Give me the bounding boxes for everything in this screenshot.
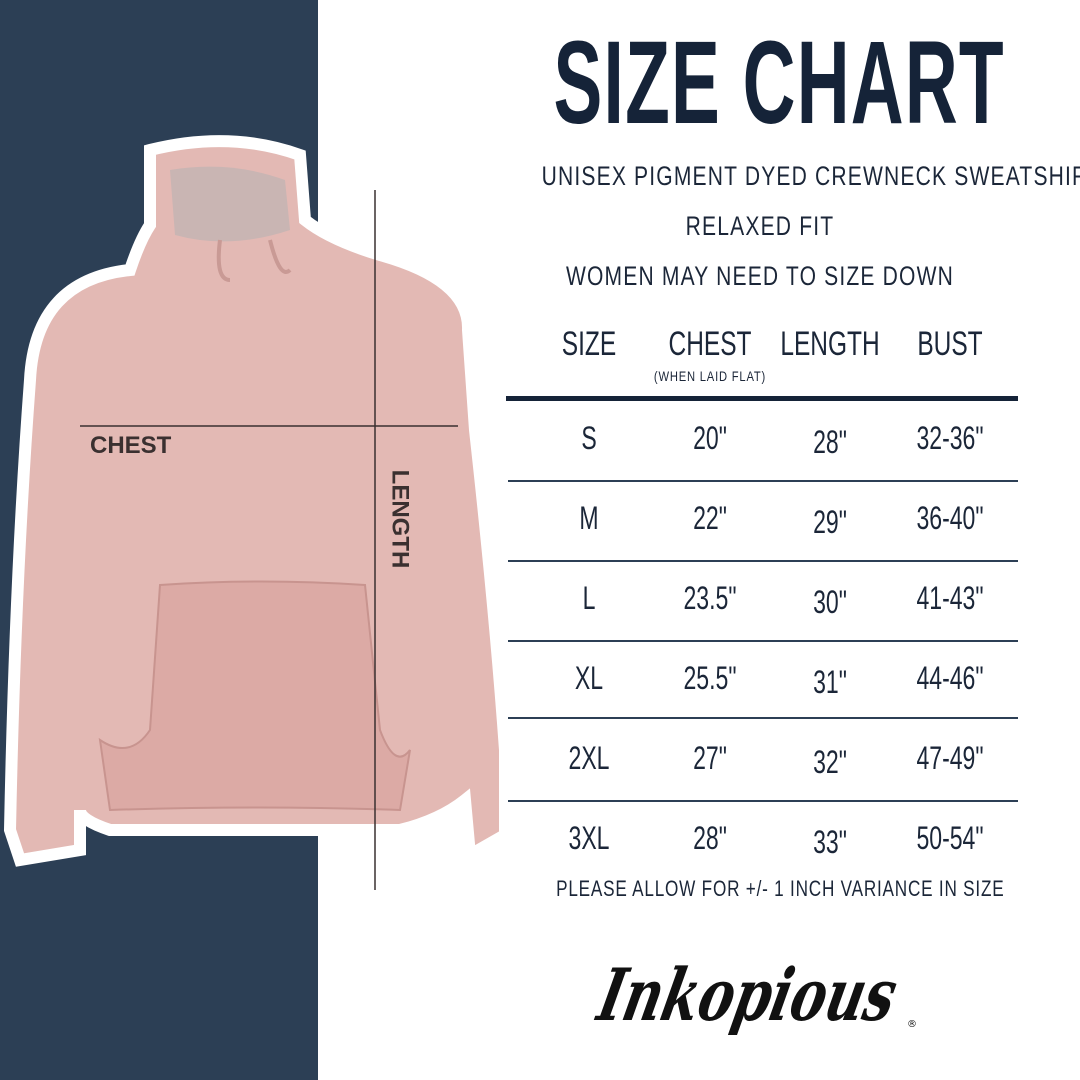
- variance-footnote: PLEASE ALLOW FOR +/- 1 INCH VARIANCE IN …: [556, 876, 1005, 901]
- table-cell-bust: 47-49": [916, 740, 984, 776]
- table-cell-length: 29": [813, 504, 847, 540]
- subtitle-advice: WOMEN MAY NEED TO SIZE DOWN: [565, 261, 955, 291]
- table-cell-length: 31": [813, 664, 847, 700]
- row-divider: [508, 717, 1018, 719]
- table-cell-size: XL: [574, 660, 604, 696]
- table-cell-chest: 25.5": [683, 660, 737, 696]
- subtitle-product: UNISEX PIGMENT DYED CREWNECK SWEATSHIRT: [541, 161, 1080, 191]
- table-cell-length: 28": [813, 424, 847, 460]
- chest-label: CHEST: [90, 432, 172, 459]
- page-title: SIZE CHART: [553, 17, 1005, 149]
- table-cell-size: S: [581, 420, 597, 456]
- table-cell-chest: 22": [693, 500, 727, 536]
- table-cell-bust: 36-40": [916, 500, 984, 536]
- table-cell-chest: 28": [693, 820, 727, 856]
- row-divider: [508, 560, 1018, 562]
- table-cell-bust: 50-54": [916, 820, 984, 856]
- row-divider: [508, 640, 1018, 642]
- table-cell-size: L: [582, 580, 596, 616]
- chest-note: (WHEN LAID FLAT): [653, 368, 767, 384]
- table-cell-bust: 41-43": [916, 580, 984, 616]
- table-cell-bust: 32-36": [916, 420, 984, 456]
- table-cell-bust: 44-46": [916, 660, 984, 696]
- table-cell-length: 33": [813, 824, 847, 860]
- table-cell-length: 30": [813, 584, 847, 620]
- table-cell-chest: 20": [693, 420, 727, 456]
- table-cell-size: M: [579, 500, 599, 536]
- subtitle-fit: RELAXED FIT: [685, 211, 835, 241]
- table-cell-size: 2XL: [568, 740, 610, 776]
- row-divider: [508, 800, 1018, 802]
- table-cell-chest: 27": [693, 740, 727, 776]
- hoodie-image: [3, 135, 511, 890]
- svg-text:®: ®: [907, 1019, 917, 1030]
- length-label: LENGTH: [386, 469, 414, 569]
- row-divider: [508, 480, 1018, 482]
- table-cell-length: 32": [813, 744, 847, 780]
- column-header-size: SIZE: [561, 325, 617, 363]
- svg-text:Inkopious: Inkopious: [590, 954, 904, 1038]
- column-header-bust: BUST: [917, 325, 983, 363]
- inkopious-logo: Inkopious ®: [590, 954, 917, 1038]
- table-cell-chest: 23.5": [683, 580, 737, 616]
- column-header-chest: CHEST: [668, 325, 752, 363]
- header-divider: [506, 396, 1018, 401]
- column-header-length: LENGTH: [780, 325, 880, 363]
- table-cell-size: 3XL: [568, 820, 610, 856]
